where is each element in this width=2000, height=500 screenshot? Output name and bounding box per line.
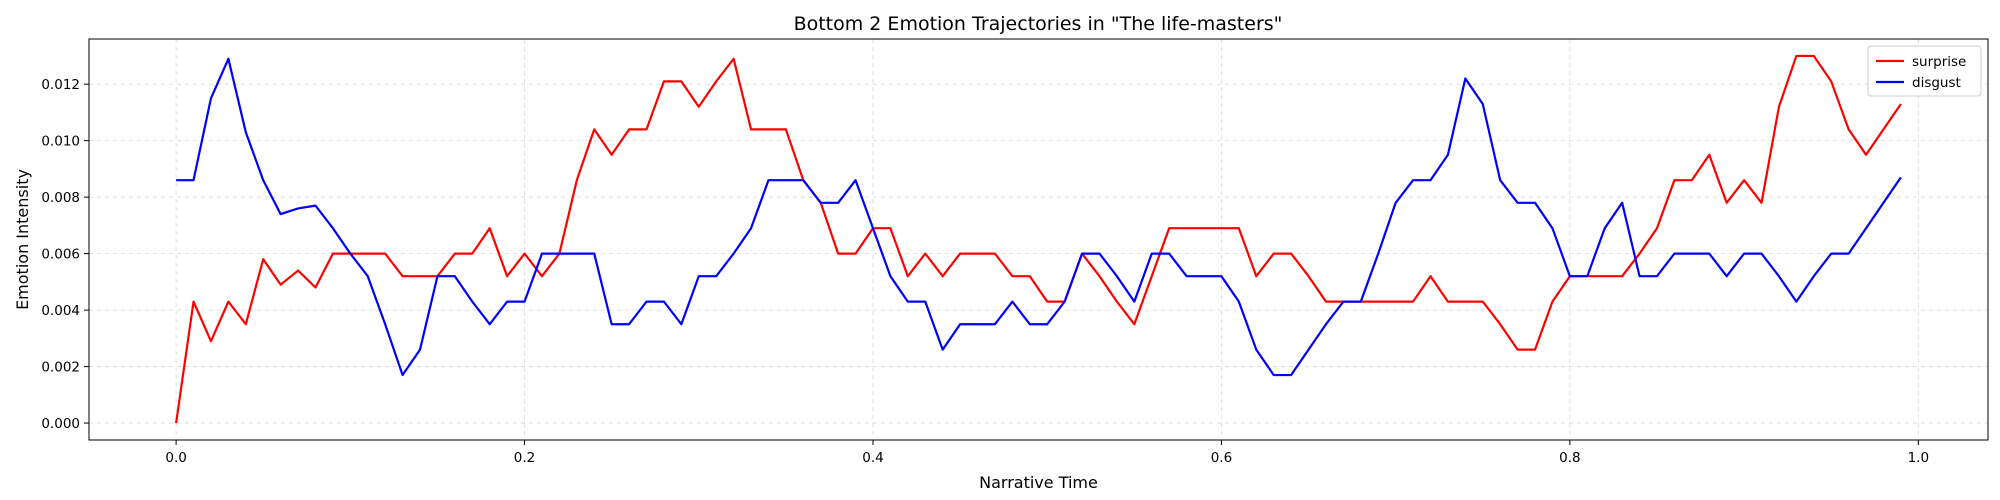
- y-tick-label: 0.004: [41, 303, 80, 319]
- legend-box: [1867, 45, 1982, 97]
- y-tick-label: 0.010: [41, 134, 80, 150]
- legend: surprise disgust: [1867, 45, 1982, 97]
- y-axis-label: Emotion Intensity: [13, 169, 32, 310]
- x-tick-label: 1.0: [1908, 450, 1929, 466]
- x-tick-label: 0.6: [1211, 450, 1232, 466]
- chart-title: Bottom 2 Emotion Trajectories in "The li…: [794, 13, 1283, 35]
- y-tick-label: 0.006: [41, 247, 80, 263]
- grid: [89, 39, 1988, 440]
- y-tick-label: 0.012: [41, 77, 80, 93]
- y-axis: 0.000 0.002 0.004 0.006 0.008 0.010 0.012: [41, 77, 89, 432]
- series-layer: [175, 54, 1902, 424]
- x-axis-label: Narrative Time: [979, 473, 1098, 492]
- series-line-surprise: [175, 54, 1902, 424]
- x-tick-label: 0.2: [514, 450, 535, 466]
- x-axis: 0.0 0.2 0.4 0.6 0.8 1.0: [165, 440, 1929, 466]
- x-tick-label: 0.4: [862, 450, 883, 466]
- y-tick-label: 0.008: [41, 190, 80, 206]
- x-tick-label: 0.0: [165, 450, 186, 466]
- y-tick-label: 0.000: [41, 416, 80, 432]
- legend-label-surprise: surprise: [1912, 54, 1966, 70]
- x-tick-label: 0.8: [1559, 450, 1580, 466]
- plot-frame: [88, 38, 1989, 441]
- legend-label-disgust: disgust: [1912, 75, 1961, 91]
- y-tick-label: 0.002: [41, 360, 80, 376]
- series-line-disgust: [176, 57, 1902, 377]
